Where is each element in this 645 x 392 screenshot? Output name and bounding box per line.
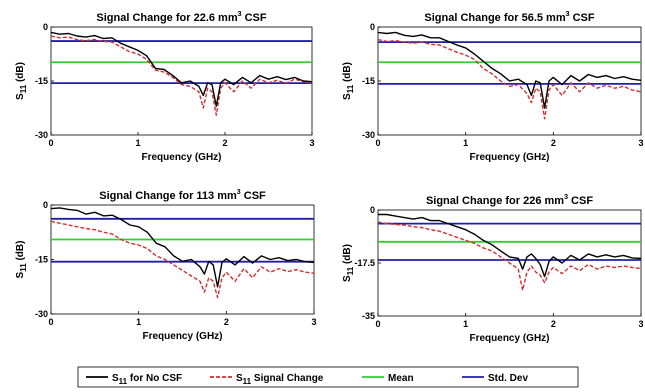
x-axis-label: Frequency (GHz)	[469, 152, 549, 163]
x-tick-label: 0	[375, 319, 380, 329]
y-tick-label: 0	[43, 22, 48, 32]
series-line-signal-change	[378, 221, 641, 291]
legend-label-mean: Mean	[388, 373, 414, 384]
x-axis-label: Frequency (GHz)	[142, 331, 222, 342]
legend-label-signal-change: S11 Signal Change	[236, 373, 324, 386]
x-tick-label: 3	[311, 317, 316, 327]
series-line-no-csf	[51, 207, 314, 288]
x-tick-label: 2	[222, 138, 227, 148]
x-axis-label: Frequency (GHz)	[469, 333, 549, 344]
series-line-signal-change	[51, 35, 312, 116]
y-axis-label: S11 (dB)	[342, 62, 355, 100]
y-axis-label: S11 (dB)	[15, 62, 28, 100]
series-line-no-csf	[378, 31, 641, 109]
subplot-title: Signal Change for 22.6 mm3 CSF	[96, 11, 266, 24]
x-tick-label: 3	[638, 319, 643, 329]
x-tick-label: 1	[136, 317, 141, 327]
series-line-signal-change	[51, 220, 314, 299]
plot-area-frame	[50, 26, 313, 136]
subplot-1: Signal Change for 22.6 mm3 CSF 0 1 2 3 0 -15 -3…	[15, 11, 315, 163]
x-tick-label: 1	[135, 138, 140, 148]
x-tick-label: 2	[224, 317, 229, 327]
x-tick-label: 3	[638, 138, 643, 148]
series-line-no-csf	[378, 213, 641, 278]
legend-box	[77, 366, 579, 388]
subplot-title: Signal Change for 113 mm3 CSF	[99, 189, 266, 202]
legend: S11 for No CSF S11 Signal Change Mean Std. …	[77, 366, 579, 388]
subplot-3: Signal Change for 113 mm3 CSF 0 1 2 3 0 -15 -30…	[15, 189, 317, 342]
legend-label-std-dev: Std. Dev	[488, 373, 528, 384]
x-axis-label: Frequency (GHz)	[141, 152, 221, 163]
y-axis-label: S11 (dB)	[342, 244, 355, 282]
y-tick-label: -15	[362, 76, 375, 86]
x-tick-label: 0	[48, 317, 53, 327]
legend-label-no-csf: S11 for No CSF	[112, 373, 182, 386]
y-tick-label: -30	[35, 309, 48, 319]
x-tick-label: 1	[463, 138, 468, 148]
y-tick-label: -17.5	[354, 258, 375, 268]
x-tick-label: 3	[309, 138, 314, 148]
series-line-signal-change	[378, 38, 641, 120]
x-tick-label: 2	[551, 138, 556, 148]
y-tick-label: -15	[35, 76, 48, 86]
x-tick-label: 0	[48, 138, 53, 148]
subplot-2: Signal Change for 56.5 mm3 CSF 0 1 2 3 0 -15 -3…	[342, 11, 644, 163]
y-tick-label: -30	[362, 130, 375, 140]
y-tick-label: -30	[35, 130, 48, 140]
x-tick-label: 1	[463, 319, 468, 329]
series-line-no-csf	[51, 31, 312, 107]
y-tick-label: 0	[370, 22, 375, 32]
subplot-title: Signal Change for 226 mm3 CSF	[426, 194, 593, 207]
x-tick-label: 0	[375, 138, 380, 148]
subplot-4: Signal Change for 226 mm3 CSF 0 1 2 3 0 -17.5 -…	[342, 194, 644, 344]
subplot-title: Signal Change for 56.5 mm3 CSF	[424, 11, 594, 24]
y-tick-label: -35	[362, 311, 375, 321]
y-axis-label: S11 (dB)	[15, 241, 28, 279]
x-tick-label: 2	[551, 319, 556, 329]
plot-area-frame	[50, 204, 315, 315]
y-tick-label: 0	[43, 200, 48, 210]
y-tick-label: 0	[370, 205, 375, 215]
y-tick-label: -15	[35, 255, 48, 265]
